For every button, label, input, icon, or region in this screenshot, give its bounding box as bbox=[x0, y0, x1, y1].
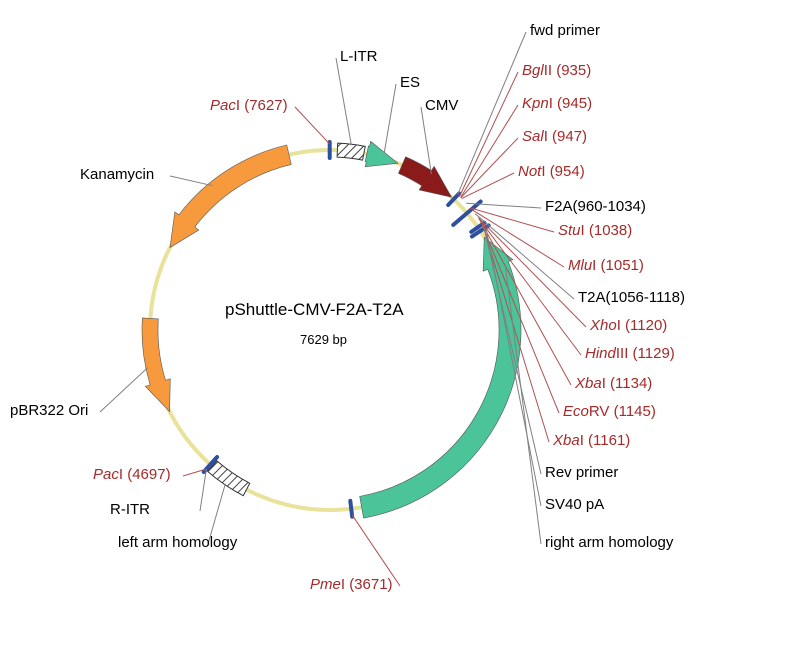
label-pbr322: pBR322 Ori bbox=[10, 402, 88, 419]
label-cmv: CMV bbox=[425, 97, 458, 114]
label-ecorv: EcoRV (1145) bbox=[563, 403, 656, 420]
label-xbai2: XbaI (1161) bbox=[553, 432, 630, 449]
label-xbai1: XbaI (1134) bbox=[575, 375, 652, 392]
label-es: ES bbox=[400, 74, 420, 91]
plasmid-size: 7629 bp bbox=[300, 332, 347, 347]
label-xhoi: XhoI (1120) bbox=[590, 317, 667, 334]
label-sv40pa: SV40 pA bbox=[545, 496, 604, 513]
plasmid-name: pShuttle-CMV-F2A-T2A bbox=[225, 300, 404, 320]
label-kpni: KpnI (945) bbox=[522, 95, 592, 112]
label-paci4697: PacI (4697) bbox=[93, 466, 171, 483]
label-hindiii: HindIII (1129) bbox=[585, 345, 675, 362]
label-litr: L-ITR bbox=[340, 48, 378, 65]
label-paci7627: PacI (7627) bbox=[210, 97, 288, 114]
label-kanamycin: Kanamycin bbox=[80, 166, 154, 183]
label-t2a: T2A(1056-1118) bbox=[578, 289, 685, 306]
label-leftarm: left arm homology bbox=[118, 534, 237, 551]
label-bglii: BglII (935) bbox=[522, 62, 591, 79]
label-ritr: R-ITR bbox=[110, 501, 150, 518]
label-noti: NotI (954) bbox=[518, 163, 585, 180]
label-rightarm: right arm homology bbox=[545, 534, 673, 551]
label-revprimer: Rev primer bbox=[545, 464, 618, 481]
label-f2a: F2A(960-1034) bbox=[545, 198, 646, 215]
label-sali: SalI (947) bbox=[522, 128, 587, 145]
label-fwd-primer: fwd primer bbox=[530, 22, 600, 39]
label-pmei: PmeI (3671) bbox=[310, 576, 393, 593]
label-stui: StuI (1038) bbox=[558, 222, 632, 239]
label-mlui: MluI (1051) bbox=[568, 257, 644, 274]
